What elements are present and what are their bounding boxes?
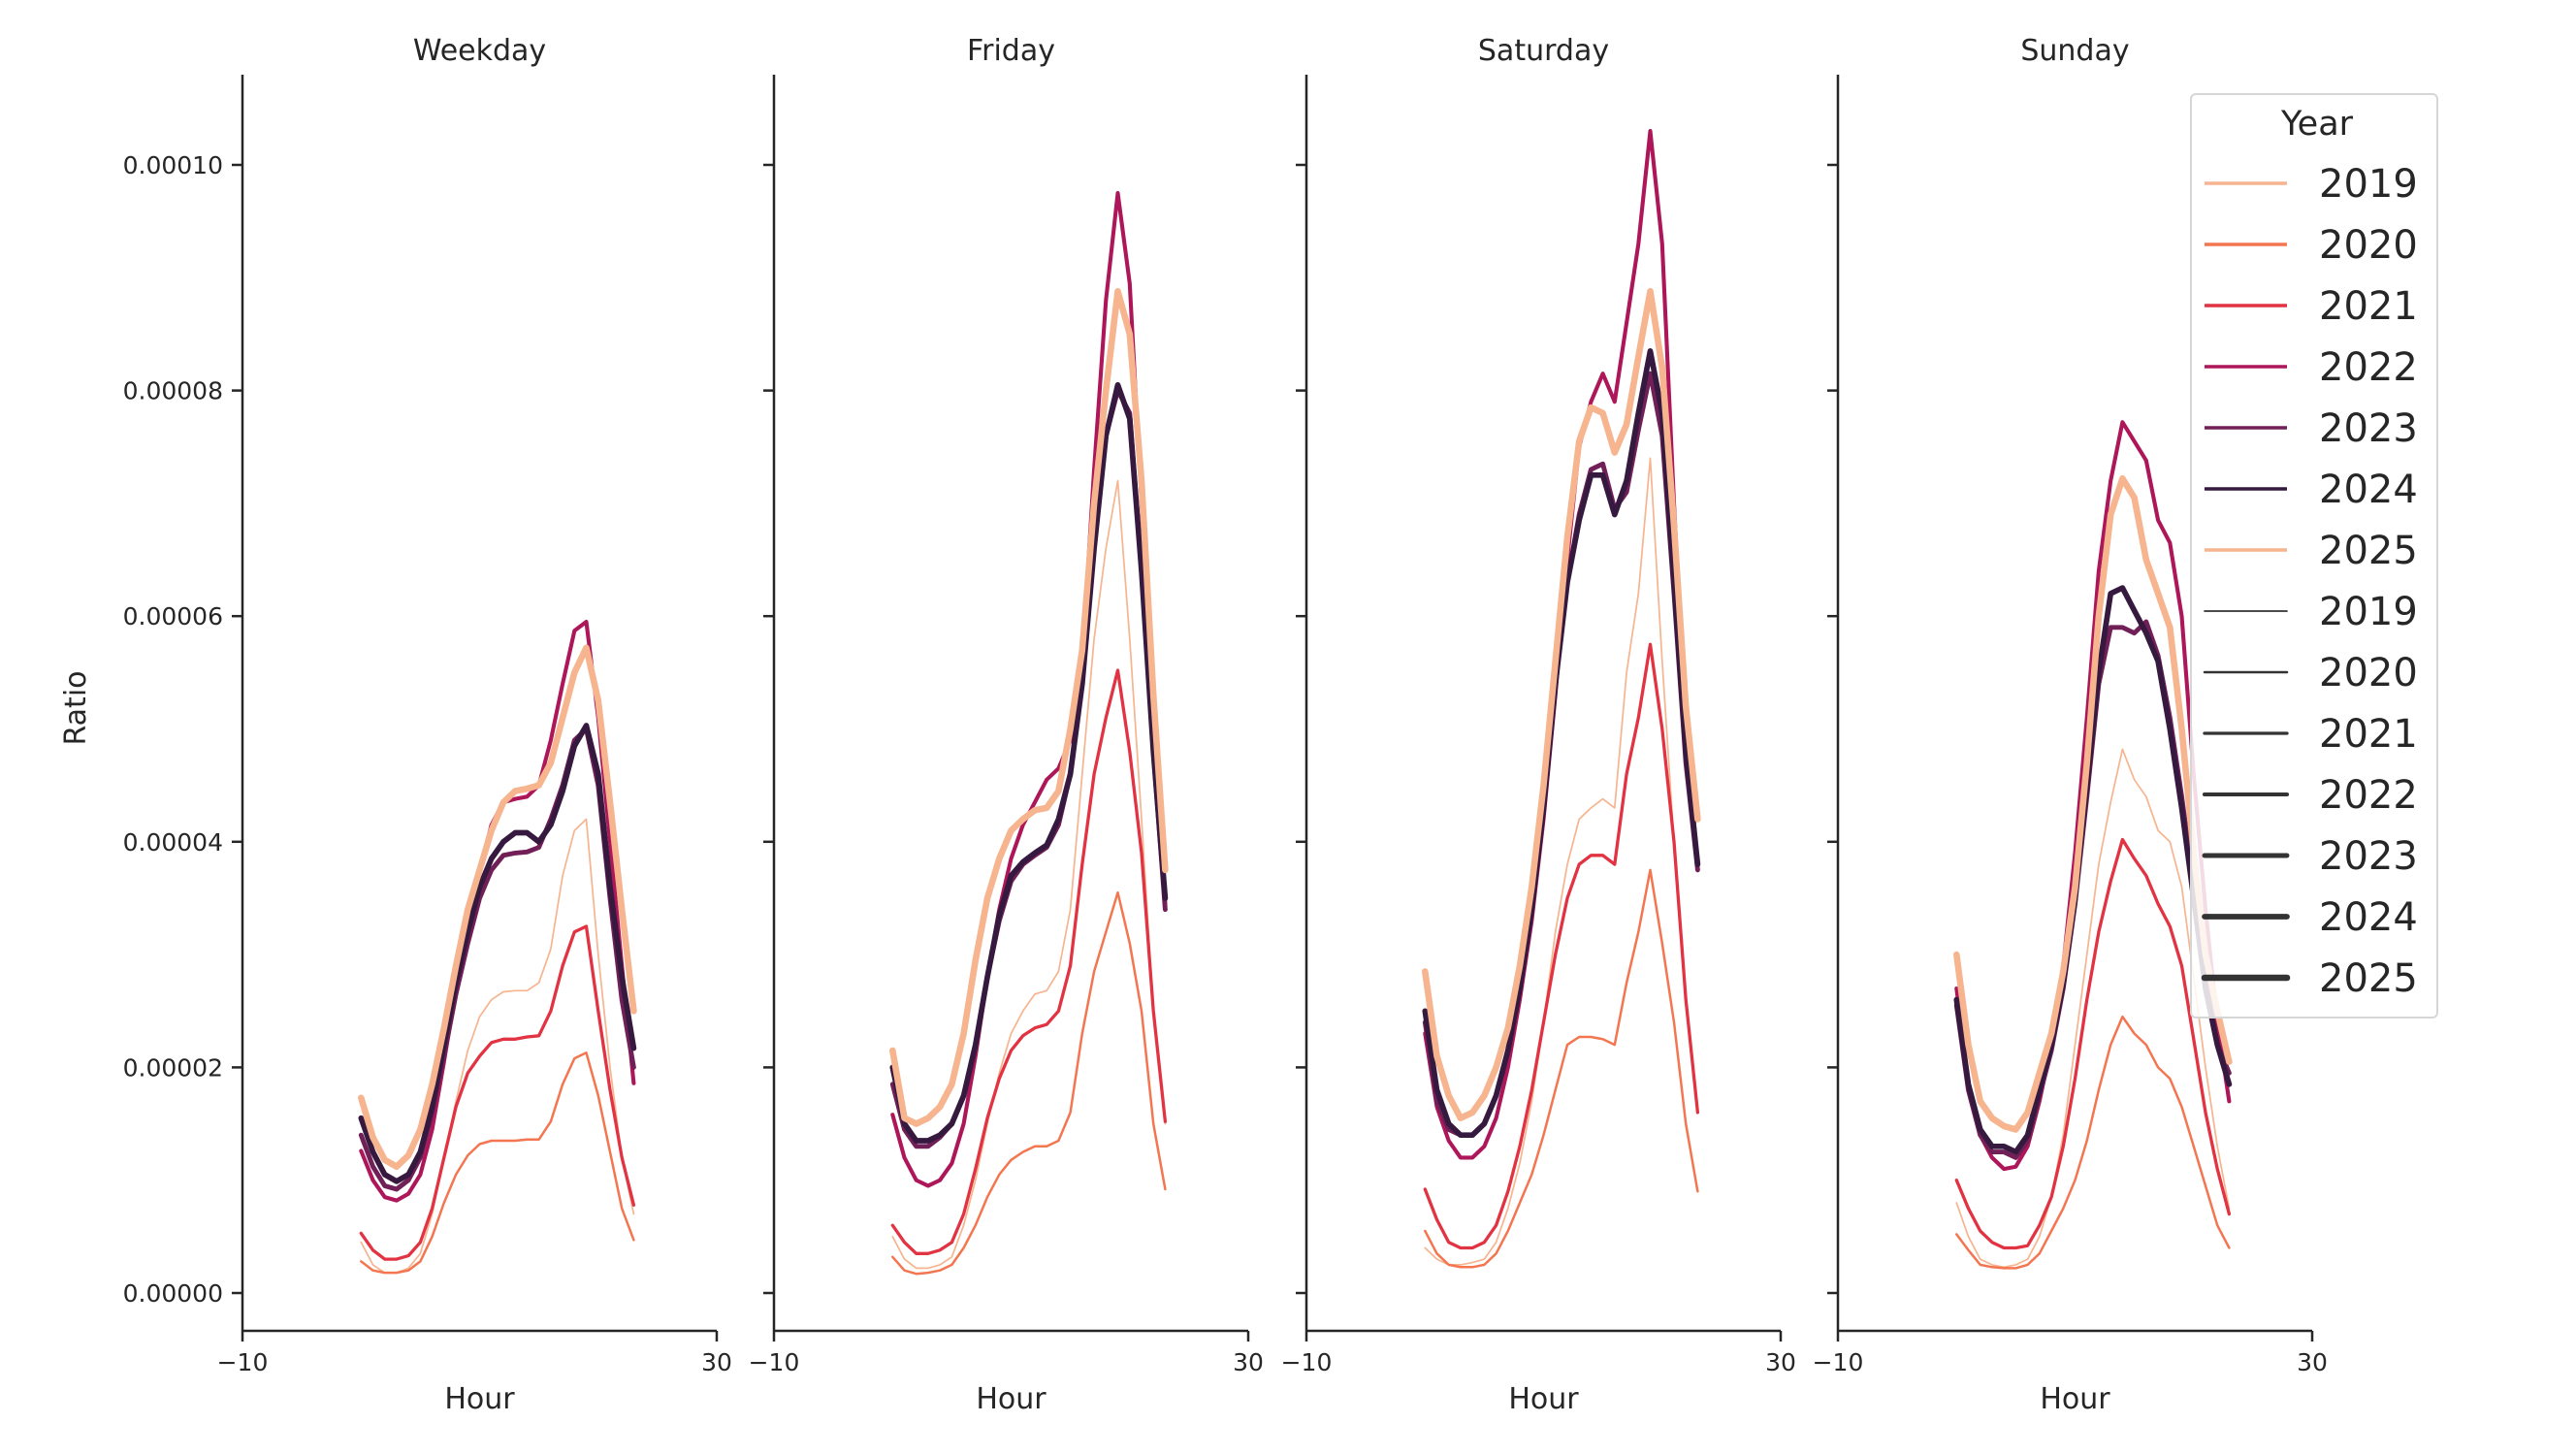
series-line-2025 bbox=[357, 644, 637, 1170]
y-tick-label: 0.00004 bbox=[123, 828, 223, 857]
legend-entry-color-2025: 2025 bbox=[2205, 529, 2418, 573]
series-line-2021 bbox=[1423, 642, 1700, 1250]
legend-frame bbox=[2190, 93, 2438, 1018]
y-tick-label: 0.00010 bbox=[123, 151, 223, 179]
series-line-2020 bbox=[1955, 1015, 2231, 1270]
series-line-2019 bbox=[891, 479, 1167, 1270]
series-line-2021 bbox=[890, 668, 1168, 1255]
series-line-2019 bbox=[360, 818, 635, 1274]
x-tick-label: −10 bbox=[749, 1348, 800, 1376]
series-line-2025 bbox=[888, 287, 1169, 1127]
legend-label: 2023 bbox=[2319, 834, 2418, 879]
panel-friday: Friday −10 30 Hour bbox=[749, 34, 1264, 1416]
x-tick-label: 30 bbox=[2297, 1348, 2328, 1376]
legend-label: 2025 bbox=[2319, 956, 2418, 1001]
series-line-2022 bbox=[890, 191, 1168, 1188]
legend-label: 2024 bbox=[2319, 895, 2418, 940]
series-line-2023 bbox=[1422, 371, 1700, 1138]
legend-label: 2021 bbox=[2319, 284, 2418, 329]
legend-entry-color-2023: 2023 bbox=[2205, 406, 2418, 451]
panel-weekday: Weekday 0.00000 0.00002 0.00004 0.00006 0.000… bbox=[123, 34, 732, 1416]
legend-entry-size-2019: 2019 bbox=[2204, 590, 2418, 634]
series-line-2019 bbox=[1955, 748, 2231, 1269]
legend-entry-color-2024: 2024 bbox=[2205, 468, 2418, 512]
legend-label: 2023 bbox=[2319, 406, 2418, 451]
legend-label: 2019 bbox=[2319, 162, 2418, 207]
series-line-2019 bbox=[1424, 457, 1699, 1266]
series-line-2023 bbox=[358, 727, 636, 1192]
x-tick-label: −10 bbox=[217, 1348, 269, 1376]
x-tick-label: 30 bbox=[1765, 1348, 1796, 1376]
series-line-2020 bbox=[1424, 868, 1699, 1269]
legend-label: 2025 bbox=[2319, 529, 2418, 573]
legend-entry-size-2025: 2025 bbox=[2201, 956, 2418, 1001]
legend-label: 2022 bbox=[2319, 773, 2418, 818]
y-tick-label: 0.00000 bbox=[123, 1279, 223, 1308]
legend-label: 2020 bbox=[2319, 651, 2418, 695]
legend-entry-size-2021: 2021 bbox=[2203, 712, 2418, 757]
series-line-2021 bbox=[359, 924, 636, 1261]
panel-title: Sunday bbox=[2020, 34, 2129, 68]
x-tick-label: −10 bbox=[1813, 1348, 1864, 1376]
x-tick-label: 30 bbox=[701, 1348, 732, 1376]
series-line-2020 bbox=[891, 890, 1167, 1276]
x-axis-label: Hour bbox=[1508, 1382, 1579, 1416]
legend-label: 2022 bbox=[2319, 345, 2418, 390]
legend-label: 2019 bbox=[2319, 590, 2418, 634]
x-tick-label: 30 bbox=[1233, 1348, 1264, 1376]
y-tick-label: 0.00002 bbox=[123, 1053, 223, 1082]
legend-entry-color-2022: 2022 bbox=[2205, 345, 2418, 390]
legend-entry-color-2020: 2020 bbox=[2205, 223, 2418, 268]
x-axis-label: Hour bbox=[976, 1382, 1046, 1416]
panel-title: Saturday bbox=[1478, 34, 1609, 68]
legend-label: 2021 bbox=[2319, 712, 2418, 757]
legend-title: Year bbox=[2280, 105, 2354, 144]
series-line-2025 bbox=[1422, 287, 1701, 1121]
series-line-2025 bbox=[1953, 474, 2233, 1133]
legend-label: 2024 bbox=[2319, 468, 2418, 512]
legend-entry-color-2021: 2021 bbox=[2205, 284, 2418, 329]
legend-entry-size-2022: 2022 bbox=[2202, 773, 2418, 818]
panel-saturday: Saturday −10 30 Hour bbox=[1281, 34, 1796, 1416]
series-line-2022 bbox=[359, 619, 636, 1203]
y-tick-label: 0.00006 bbox=[123, 602, 223, 630]
legend-entry-size-2023: 2023 bbox=[2202, 834, 2418, 879]
legend-label: 2020 bbox=[2319, 223, 2418, 268]
panel-title: Friday bbox=[967, 34, 1055, 68]
legend-entry-size-2024: 2024 bbox=[2202, 895, 2418, 940]
series-line-2024 bbox=[889, 381, 1169, 1144]
x-tick-label: −10 bbox=[1281, 1348, 1333, 1376]
series-line-2021 bbox=[1954, 837, 2232, 1250]
series-line-2024 bbox=[358, 723, 637, 1184]
legend-entry-size-2020: 2020 bbox=[2203, 651, 2418, 695]
panel-sunday: Sunday −10 30 Hour bbox=[1813, 34, 2328, 1416]
x-axis-label: Hour bbox=[2040, 1382, 2110, 1416]
series-line-2022 bbox=[1954, 420, 2232, 1172]
legend-entry-color-2019: 2019 bbox=[2205, 162, 2418, 207]
series-line-2024 bbox=[1422, 348, 1701, 1139]
y-axis-label: Ratio bbox=[59, 670, 93, 745]
x-axis-label: Hour bbox=[444, 1382, 515, 1416]
y-tick-label: 0.00008 bbox=[123, 377, 223, 405]
series-line-2020 bbox=[360, 1051, 635, 1275]
panel-title: Weekday bbox=[413, 34, 546, 68]
legend: Year 2019 2020 2021 2022 2023 2024 2025 2019 2020… bbox=[2190, 93, 2438, 1018]
